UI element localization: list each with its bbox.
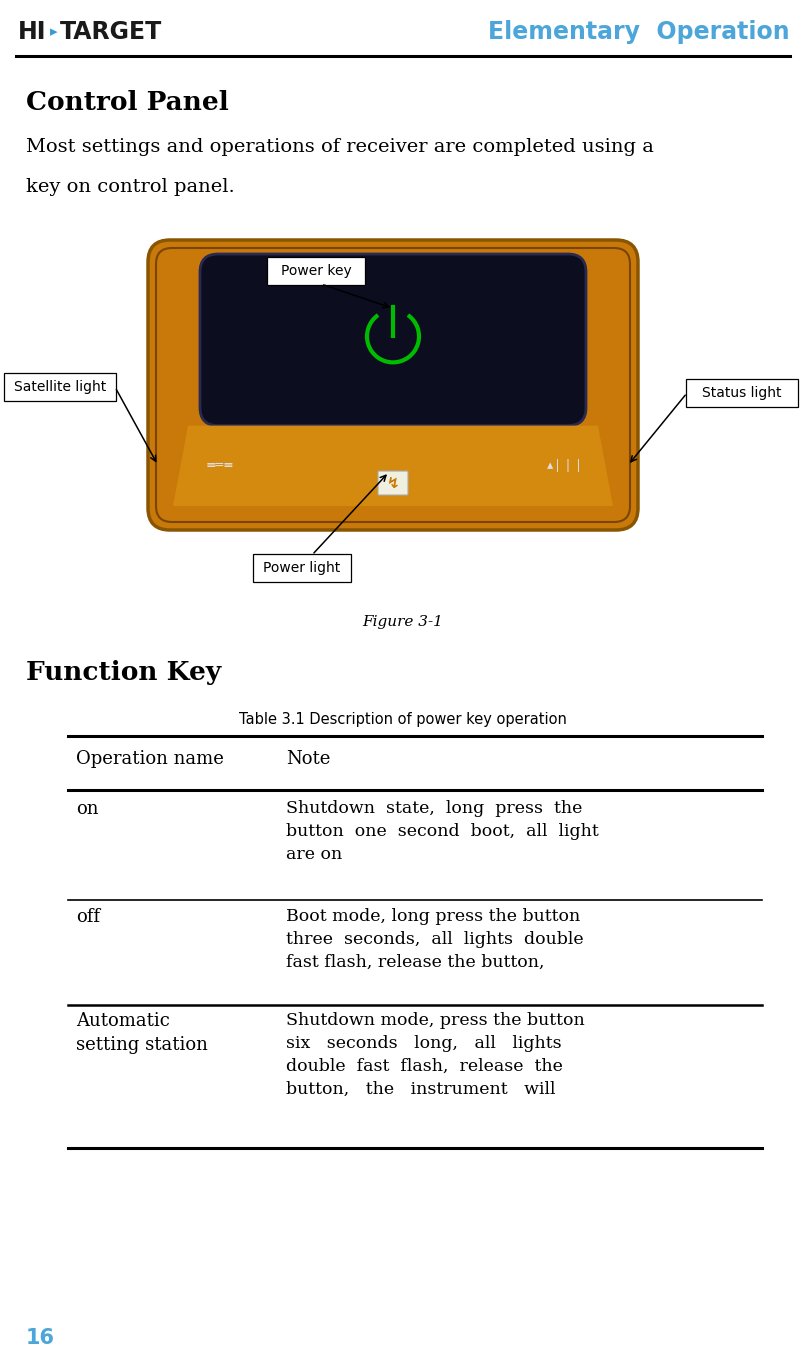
Text: Shutdown mode, press the button
six   seconds   long,   all   lights
double  fas: Shutdown mode, press the button six seco… [286, 1012, 584, 1097]
FancyBboxPatch shape [253, 553, 351, 582]
FancyBboxPatch shape [148, 240, 638, 530]
Text: key on control panel.: key on control panel. [26, 178, 235, 196]
Text: off: off [76, 908, 100, 926]
Text: =═=: =═= [206, 459, 235, 471]
Text: Note: Note [286, 749, 330, 769]
Text: Function Key: Function Key [26, 660, 221, 685]
Text: Most settings and operations of receiver are completed using a: Most settings and operations of receiver… [26, 138, 654, 156]
Text: TARGET: TARGET [60, 21, 162, 44]
Text: Elementary  Operation: Elementary Operation [488, 21, 790, 44]
Text: 16: 16 [26, 1328, 55, 1348]
FancyBboxPatch shape [200, 253, 586, 426]
FancyBboxPatch shape [4, 373, 116, 401]
FancyBboxPatch shape [686, 379, 798, 407]
Text: ▴❘❘❘: ▴❘❘❘ [547, 459, 585, 471]
Text: Status light: Status light [702, 386, 782, 400]
Text: Shutdown  state,  long  press  the
button  one  second  boot,  all  light
are on: Shutdown state, long press the button on… [286, 800, 599, 863]
FancyBboxPatch shape [378, 471, 408, 495]
Text: ▸: ▸ [50, 25, 57, 40]
Text: Control Panel: Control Panel [26, 90, 229, 115]
Text: on: on [76, 800, 98, 818]
Text: HI: HI [18, 21, 47, 44]
Text: Power light: Power light [264, 560, 341, 575]
Polygon shape [173, 426, 613, 506]
FancyBboxPatch shape [267, 258, 365, 285]
Text: Figure 3-1: Figure 3-1 [363, 615, 443, 629]
Text: Power key: Power key [280, 264, 351, 278]
Text: Automatic
setting station: Automatic setting station [76, 1012, 208, 1055]
Text: Boot mode, long press the button
three  seconds,  all  lights  double
fast flash: Boot mode, long press the button three s… [286, 908, 584, 971]
Text: Satellite light: Satellite light [14, 379, 106, 395]
Text: Operation name: Operation name [76, 749, 224, 769]
Text: Table 3.1 Description of power key operation: Table 3.1 Description of power key opera… [239, 712, 567, 727]
Text: ↯: ↯ [387, 475, 400, 490]
